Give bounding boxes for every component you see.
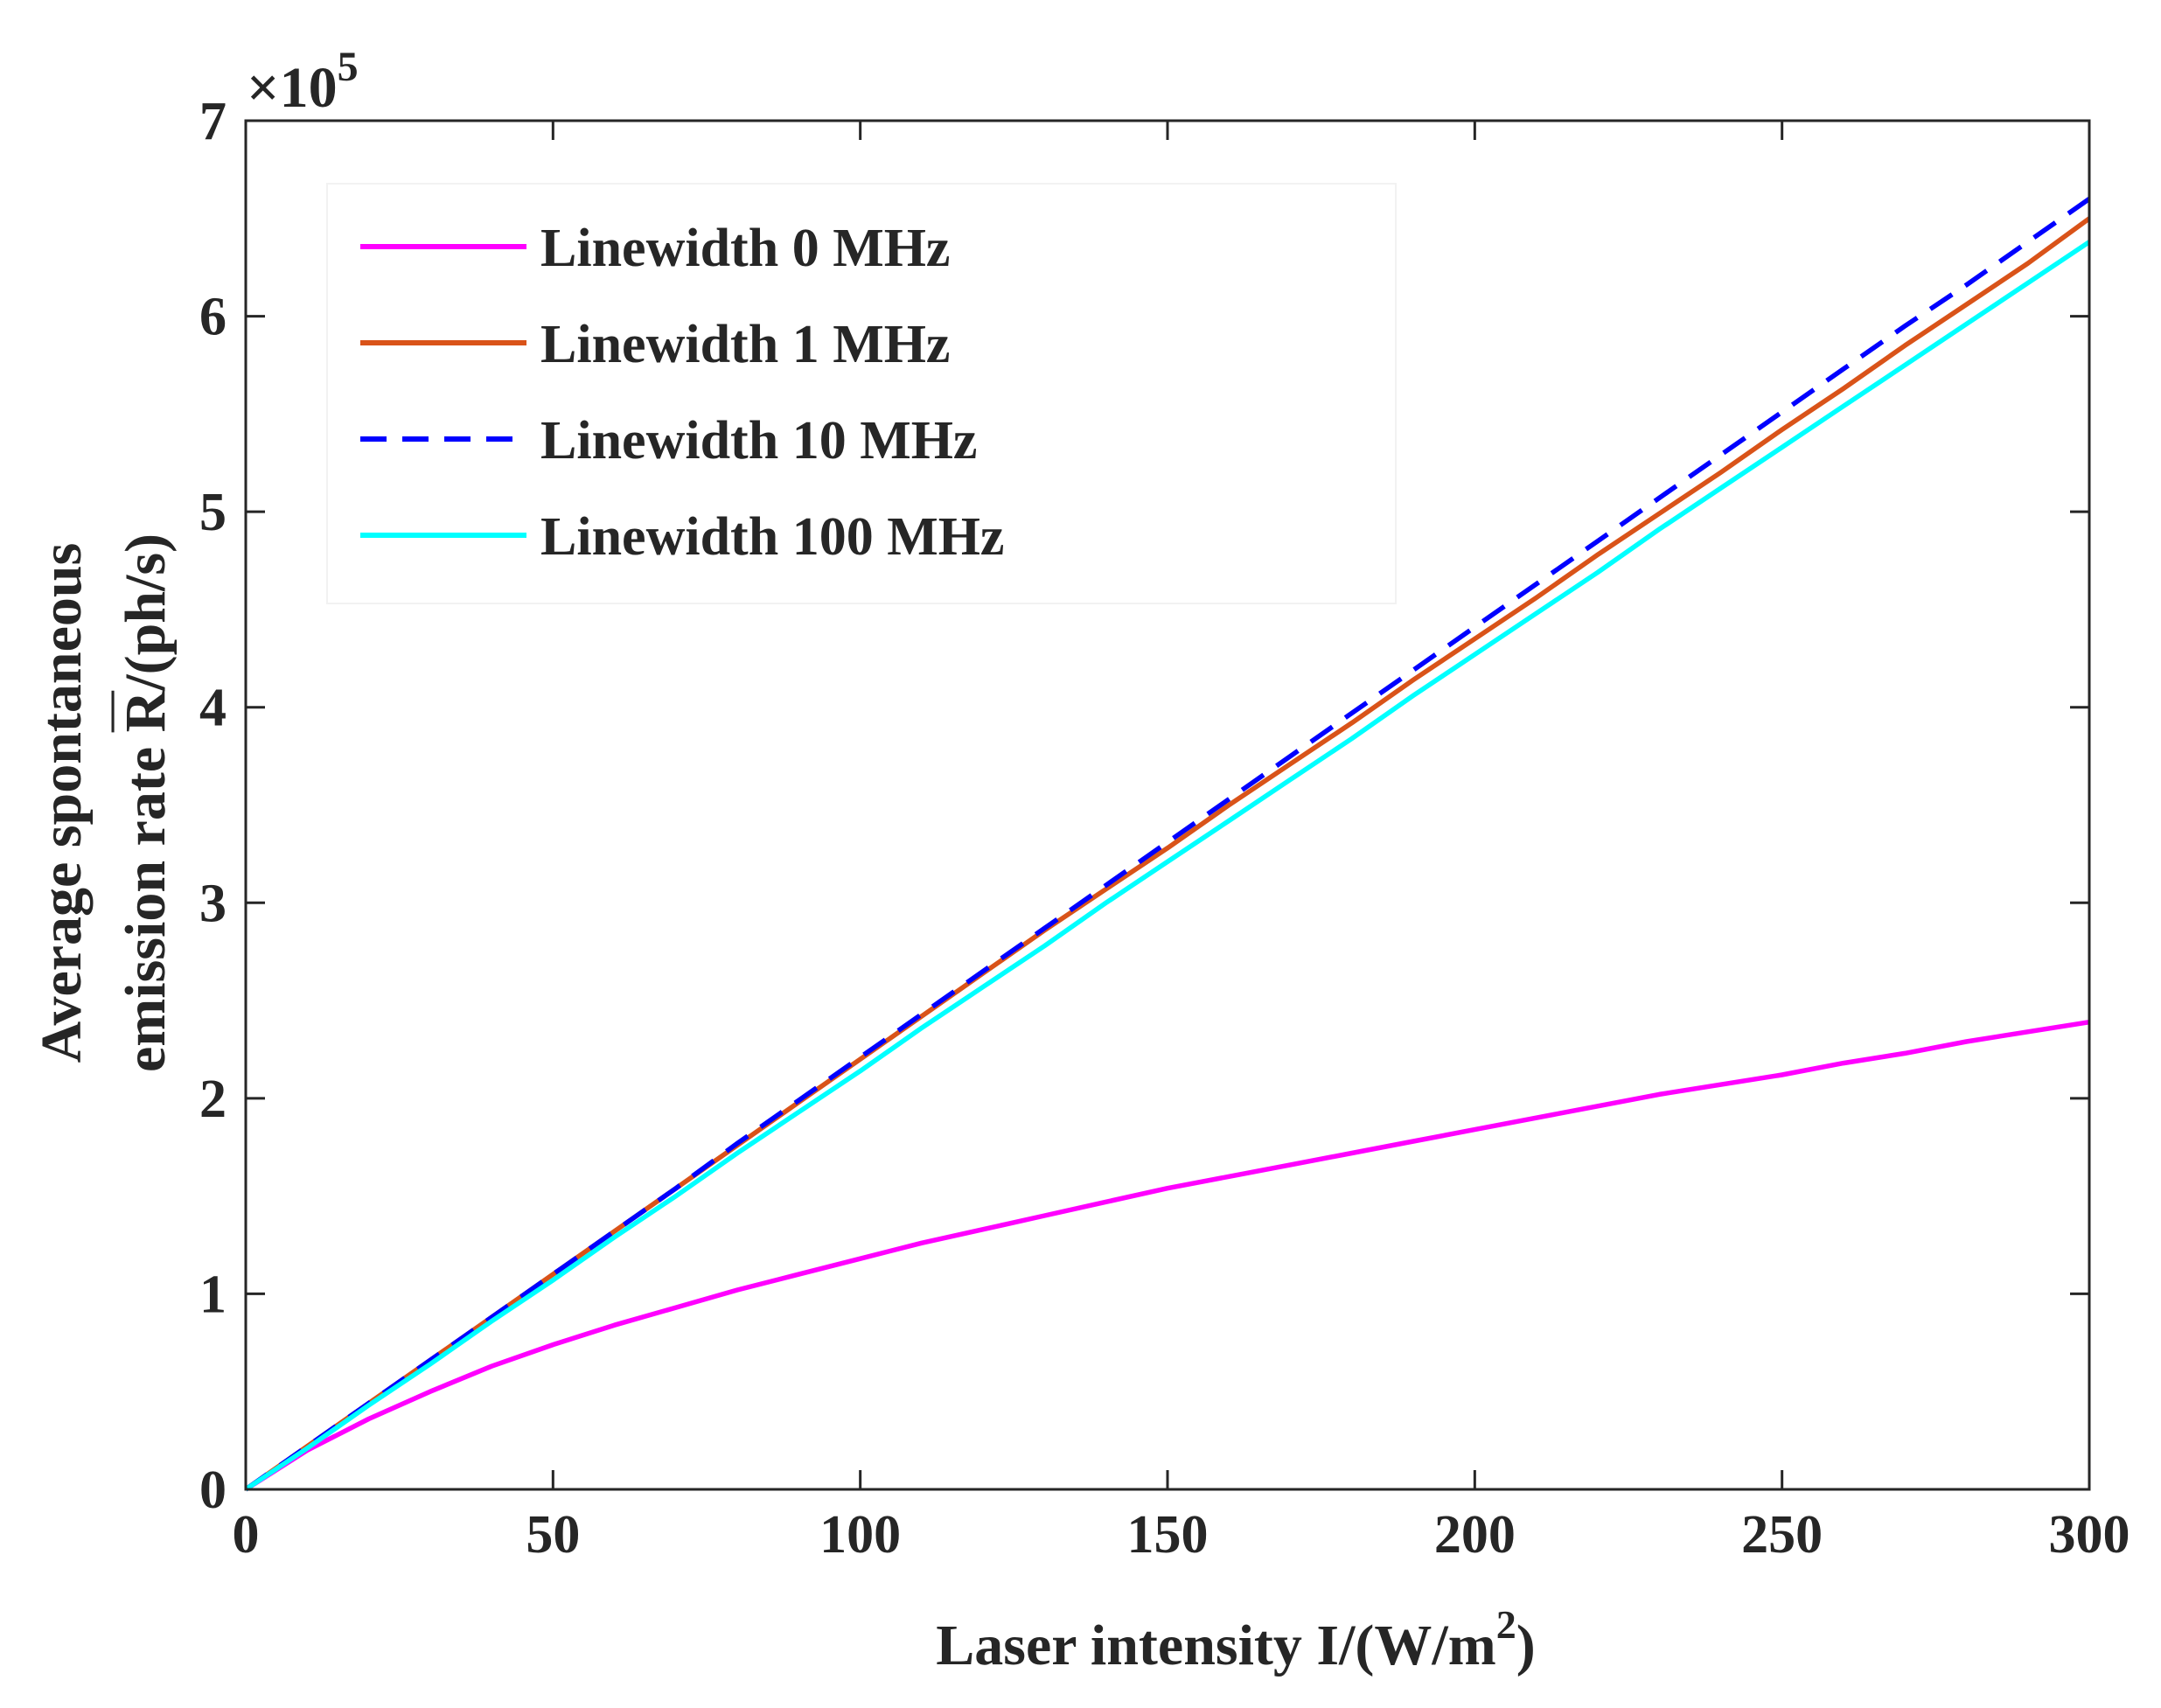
y-axis-title: Average spontaneous emission rate R/(ph/… [30, 533, 178, 1072]
x-tick-label-4: 200 [1434, 1505, 1516, 1565]
y-tick-label-0: 0 [199, 1461, 227, 1520]
y-tick-label-4: 4 [199, 679, 227, 738]
y-axis-title-line1: Average spontaneous [30, 543, 94, 1063]
y-tick-label-6: 6 [199, 288, 227, 347]
y-axis-multiplier: ×105 [247, 44, 359, 120]
legend-label-3: Linewidth 100 MHz [540, 507, 1004, 567]
x-tick-label-2: 100 [819, 1505, 901, 1565]
series-line-3 [244, 240, 2091, 1492]
x-axis-title-sup: 2 [1496, 1602, 1516, 1647]
x-tick-label-6: 300 [2049, 1505, 2130, 1565]
y-tick-label-7: 7 [199, 92, 227, 151]
x-tick-label-5: 250 [1741, 1505, 1823, 1565]
legend: Linewidth 0 MHz Linewidth 1 MHz Linewidth … [326, 183, 1397, 604]
x-tick-label-3: 150 [1127, 1505, 1209, 1565]
y-multiplier-exponent: 5 [338, 44, 359, 90]
x-tick-label-1: 50 [526, 1505, 580, 1565]
y-tick-label-1: 1 [199, 1265, 227, 1324]
y-tick-label-3: 3 [199, 874, 227, 933]
y-tick-label-5: 5 [199, 483, 227, 542]
y-tick-label-2: 2 [199, 1070, 227, 1129]
series-layer [244, 197, 2091, 1492]
legend-label-1: Linewidth 1 MHz [540, 315, 950, 374]
legend-label-0: Linewidth 0 MHz [540, 219, 950, 278]
y-multiplier-times: ×10 [247, 56, 338, 120]
x-axis-title-main: Laser intensity I/(W/m [936, 1614, 1495, 1677]
series-line-1 [244, 216, 2091, 1492]
x-tick-label-0: 0 [233, 1505, 260, 1565]
y-axis-title-suffix: /(ph/s) [114, 533, 178, 692]
x-axis-title: Laser intensity I/(W/m2) [936, 1602, 1535, 1677]
x-axis-title-tail: ) [1516, 1614, 1536, 1677]
ticks-layer: 0 50 100 150 200 250 300 0 1 2 3 4 5 6 7 [199, 92, 2130, 1565]
series-line-0 [244, 1019, 2090, 1492]
y-axis-title-line2: emission rate R/(ph/s) [114, 533, 178, 1072]
y-axis-title-symbol: R [114, 689, 178, 732]
y-axis-title-prefix: emission rate [114, 732, 178, 1072]
legend-label-2: Linewidth 10 MHz [540, 411, 977, 471]
